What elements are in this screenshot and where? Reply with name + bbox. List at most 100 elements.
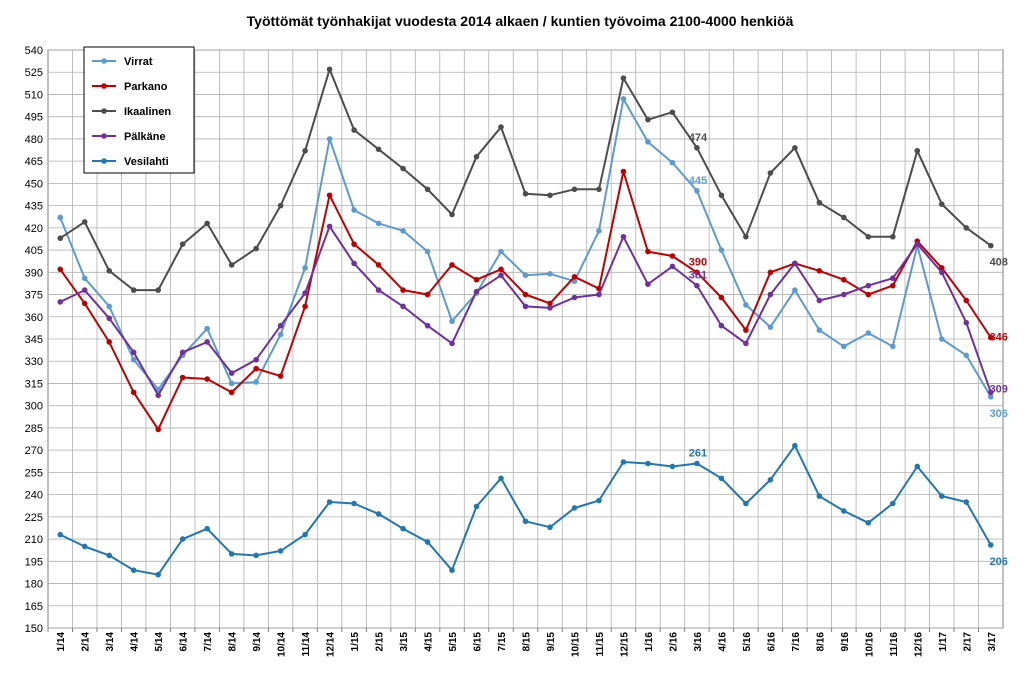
y-tick-label: 210 [25, 534, 43, 546]
data-point-virrat [938, 336, 945, 342]
data-point-virrat [449, 318, 455, 325]
x-tick-label: 11/15 [595, 632, 606, 657]
data-point-parkano [767, 269, 774, 276]
x-tick-label: 1/16 [644, 632, 655, 652]
data-point-virrat [596, 228, 602, 234]
y-tick-label: 360 [25, 312, 43, 324]
data-point-vesilahti [669, 463, 676, 470]
data-point-ikaalinen [400, 165, 406, 172]
data-point-ikaalinen [473, 153, 480, 160]
legend-item-parkano: Parkano [124, 81, 168, 93]
data-point-pälkäne [596, 291, 602, 298]
data-point-parkano [694, 269, 700, 276]
data-point-parkano [81, 300, 88, 307]
data-point-virrat [351, 207, 357, 213]
data-point-ikaalinen [522, 190, 529, 197]
data-label: 390 [689, 256, 707, 268]
data-point-vesilahti [914, 463, 921, 470]
data-point-parkano [669, 253, 676, 259]
data-point-pälkäne [57, 299, 64, 305]
x-tick-label: 10/14 [277, 632, 288, 657]
legend: Virrat Parkano Ikaalinen Pälkäne Vesilahti [83, 46, 195, 174]
data-point-vesilahti [277, 548, 284, 554]
data-point-ikaalinen [571, 186, 578, 193]
end-label-ikaalinen: 408 [990, 257, 1008, 269]
data-point-ikaalinen [204, 220, 210, 227]
data-point-parkano [841, 276, 847, 283]
data-point-pälkäne [522, 303, 529, 310]
data-point-virrat [155, 386, 161, 393]
data-point-vesilahti [449, 567, 455, 573]
x-tick-label: 11/16 [889, 632, 900, 657]
legend-marker [101, 83, 107, 89]
chart-title: Työttömät työnhakijat vuodesta 2014 alka… [247, 13, 794, 29]
x-tick-label: 8/15 [522, 632, 533, 652]
data-point-vesilahti [890, 500, 896, 507]
data-point-pälkäne [865, 282, 872, 289]
data-point-ikaalinen [106, 268, 113, 274]
data-label: 381 [689, 270, 707, 282]
data-point-vesilahti [743, 500, 749, 507]
data-point-vesilahti [596, 497, 602, 504]
data-point-pälkäne [326, 223, 333, 230]
data-point-pälkäne [571, 294, 578, 301]
data-point-virrat [816, 327, 823, 333]
x-tick-label: 9/15 [546, 632, 557, 652]
data-point-pälkäne [694, 282, 700, 289]
data-point-ikaalinen [841, 214, 847, 221]
data-point-ikaalinen [375, 146, 382, 153]
end-label-pälkäne: 309 [990, 383, 1008, 395]
data-point-pälkäne [106, 315, 113, 322]
data-point-ikaalinen [938, 201, 945, 207]
data-point-parkano [130, 389, 137, 396]
data-point-virrat [890, 343, 896, 350]
y-tick-label: 345 [25, 334, 43, 346]
data-point-virrat [375, 220, 382, 227]
y-tick-label: 240 [25, 490, 43, 502]
data-point-vesilahti [473, 503, 480, 510]
data-point-vesilahti [816, 493, 823, 499]
x-tick-label: 10/16 [864, 632, 875, 657]
x-tick-label: 3/16 [693, 632, 704, 652]
data-point-parkano [865, 291, 872, 298]
data-point-vesilahti [841, 508, 847, 514]
data-point-parkano [228, 389, 235, 396]
data-point-virrat [130, 356, 137, 363]
data-point-ikaalinen [498, 124, 504, 130]
data-point-ikaalinen [351, 127, 357, 133]
data-point-ikaalinen [81, 219, 88, 225]
y-tick-label: 480 [25, 134, 43, 146]
data-point-parkano [106, 339, 113, 345]
data-label: 445 [689, 175, 707, 187]
data-point-ikaalinen [963, 225, 970, 231]
data-point-virrat [547, 270, 553, 277]
data-point-vesilahti [228, 551, 235, 557]
legend-item-ikaalinen: Ikaalinen [124, 106, 171, 118]
data-point-pälkäne [718, 322, 725, 329]
data-point-vesilahti [522, 518, 529, 525]
data-point-virrat [841, 343, 847, 350]
legend-marker [101, 58, 107, 64]
data-point-vesilahti [106, 552, 113, 559]
data-point-vesilahti [718, 475, 725, 482]
x-tick-label: 2/14 [81, 632, 92, 652]
x-tick-label: 8/14 [228, 632, 239, 652]
data-point-ikaalinen [302, 147, 308, 154]
data-point-virrat [865, 330, 872, 336]
data-point-parkano [253, 365, 259, 372]
data-point-pälkäne [130, 349, 137, 356]
data-point-ikaalinen [57, 235, 64, 242]
data-point-pälkäne [204, 339, 210, 345]
data-point-pälkäne [767, 291, 774, 298]
data-label: 474 [689, 132, 708, 144]
data-point-virrat [718, 247, 725, 253]
data-point-virrat [57, 214, 64, 221]
data-point-virrat [326, 136, 333, 142]
data-point-parkano [351, 241, 357, 247]
data-point-vesilahti [938, 493, 945, 499]
data-point-parkano [424, 291, 431, 298]
y-tick-label: 150 [25, 623, 43, 635]
x-tick-label: 10/15 [570, 632, 581, 657]
data-point-vesilahti [963, 499, 970, 505]
